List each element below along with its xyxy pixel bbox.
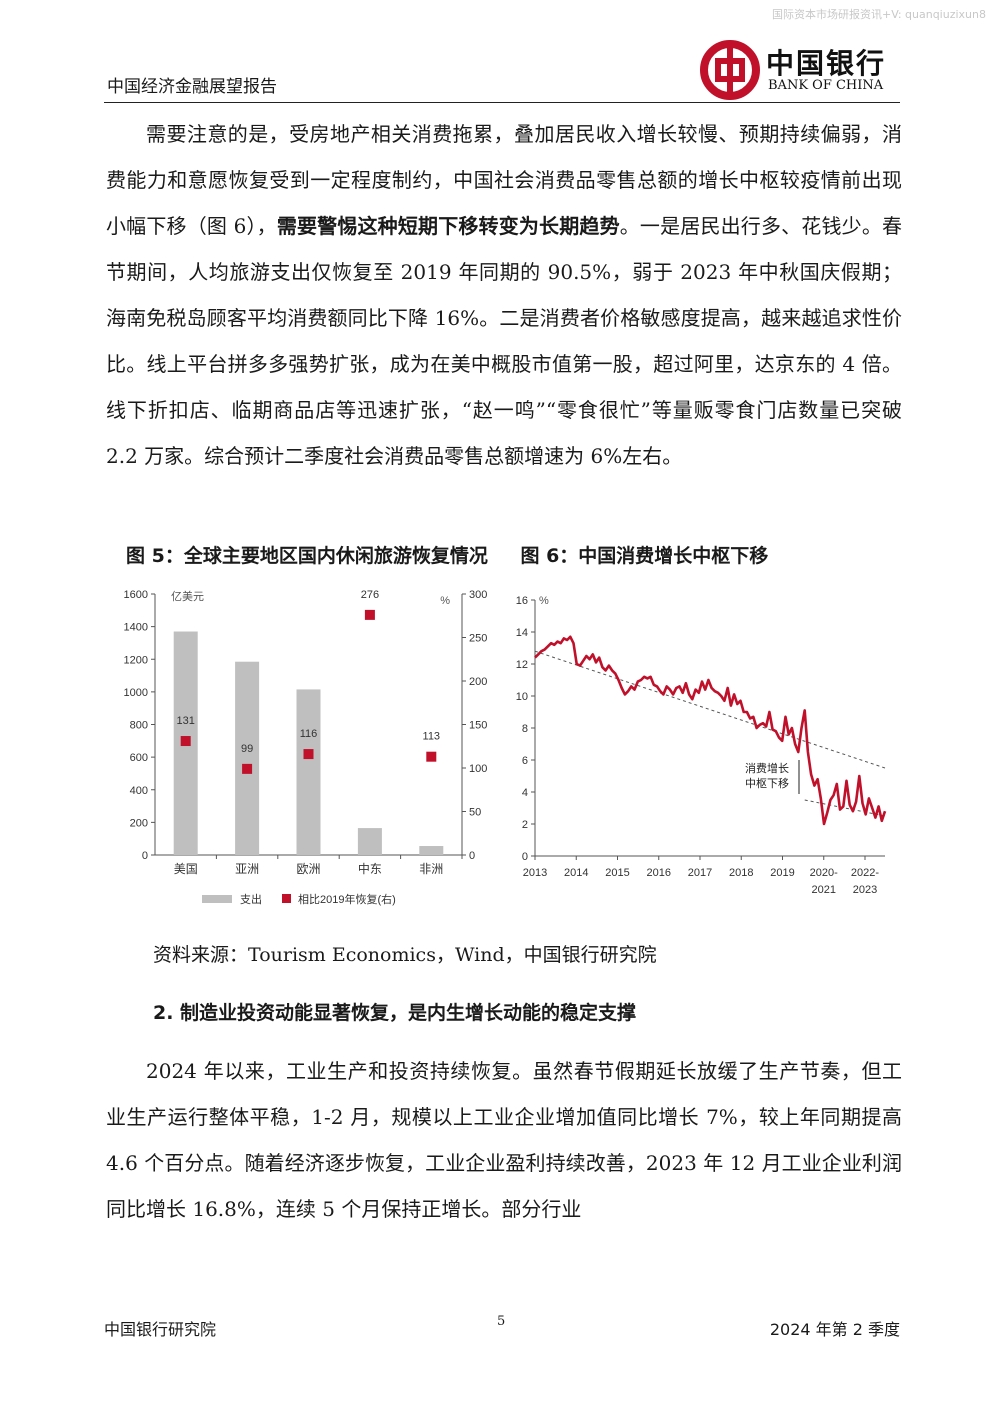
x-tick-label: 2016 <box>647 867 671 879</box>
x-tick-label: 2015 <box>605 867 629 879</box>
recovery-data-label: 131 <box>177 715 195 727</box>
annotation-box <box>735 758 799 796</box>
y-tick-label: 0 <box>522 851 528 863</box>
y-tick-label: 14 <box>516 627 528 639</box>
body-paragraph-2: 2024 年以来，工业生产和投资持续恢复。虽然春节假期延长放缓了生产节奏，但工业… <box>106 1048 902 1232</box>
figure-6-title: 图 6：中国消费增长中枢下移 <box>520 545 769 567</box>
recovery-marker <box>364 609 375 620</box>
y-tick-label: 8 <box>522 723 528 735</box>
footer-period: 2024 年第 2 季度 <box>769 1320 900 1339</box>
legend-swatch-recovery <box>282 894 291 903</box>
right-tick-label: 250 <box>469 633 487 645</box>
left-tick-label: 0 <box>142 850 148 862</box>
category-label: 欧洲 <box>296 862 320 876</box>
right-tick-label: 200 <box>469 676 487 688</box>
bank-emblem-icon <box>700 40 760 100</box>
spending-bar <box>296 689 321 855</box>
figure-titles: 图 5：全球主要地区国内休闲旅游恢复情况 图 6：中国消费增长中枢下移 <box>126 541 794 568</box>
y-tick-label: 4 <box>522 787 528 799</box>
recovery-data-label: 99 <box>241 743 253 755</box>
legend-label-recovery: 相比2019年恢复(右) <box>298 892 396 906</box>
left-tick-label: 1200 <box>124 654 148 666</box>
bank-logo: 中国银行 BANK OF CHINA <box>700 38 900 102</box>
category-label: 亚洲 <box>235 862 259 876</box>
source-note: 资料来源：Tourism Economics，Wind，中国银行研究院 <box>153 944 657 966</box>
recovery-data-label: 116 <box>300 728 318 740</box>
spending-bar <box>235 661 260 855</box>
left-tick-label: 1600 <box>124 589 148 601</box>
header-divider <box>104 102 900 103</box>
right-tick-label: 150 <box>469 720 487 732</box>
legend-label-spending: 支出 <box>240 892 262 906</box>
right-tick-label: 100 <box>469 763 487 775</box>
left-tick-label: 1000 <box>124 687 148 699</box>
y-tick-label: 10 <box>516 691 528 703</box>
x-tick-label: 2019 <box>770 867 794 879</box>
recovery-data-label: 113 <box>423 731 441 743</box>
annotation-label: 中枢下移 <box>745 776 789 790</box>
figure-5-title: 图 5：全球主要地区国内休闲旅游恢复情况 <box>126 545 488 567</box>
watermark: 国际资本市场研报资讯+V: quanqiuzixun8 <box>771 8 986 21</box>
left-tick-label: 1400 <box>124 622 148 634</box>
right-tick-label: 0 <box>469 850 475 862</box>
x-tick-label: 2023 <box>853 884 877 896</box>
left-tick-label: 600 <box>130 752 148 764</box>
y-tick-label: 6 <box>522 755 528 767</box>
retail-sales-growth-line <box>534 635 887 826</box>
recovery-marker <box>180 736 191 747</box>
left-tick-label: 800 <box>130 720 148 732</box>
report-title: 中国经济金融展望报告 <box>107 77 277 97</box>
unit-label: % <box>539 595 549 607</box>
recovery-data-label: 276 <box>361 589 379 601</box>
left-tick-label: 200 <box>130 817 148 829</box>
legend-swatch-spending <box>202 895 232 903</box>
body-paragraph-1: 需要注意的是，受房地产相关消费拖累，叠加居民收入增长较慢、预期持续偏弱，消费能力… <box>106 111 902 479</box>
trend-line <box>534 650 886 769</box>
category-label: 非洲 <box>419 862 443 876</box>
x-tick-label: 2018 <box>729 867 753 879</box>
x-tick-label: 2014 <box>564 867 588 879</box>
left-unit-label: 亿美元 <box>171 590 204 603</box>
recovery-marker <box>242 763 253 774</box>
x-tick-label: 2022- <box>851 867 879 879</box>
recovery-marker <box>426 751 437 762</box>
x-tick-label: 2020- <box>810 867 838 879</box>
trend-line <box>804 799 886 817</box>
footer-institution: 中国银行研究院 <box>104 1320 217 1339</box>
paragraph-text: 。一是居民出行多、花钱少。春节期间，人均旅游支出仅恢复至 2019 年同期的 9… <box>106 214 902 468</box>
right-unit-label: % <box>440 595 450 607</box>
y-tick-label: 12 <box>516 659 528 671</box>
section-heading: 2. 制造业投资动能显著恢复，是内生增长动能的稳定支撑 <box>153 1002 637 1024</box>
x-tick-label: 2021 <box>812 884 836 896</box>
page-number: 5 <box>497 1314 506 1329</box>
right-tick-label: 50 <box>469 807 481 819</box>
left-tick-label: 400 <box>130 785 148 797</box>
right-tick-label: 300 <box>469 589 487 601</box>
x-tick-label: 2017 <box>688 867 712 879</box>
logo-english-name: BANK OF CHINA <box>768 78 884 93</box>
paragraph-text: 需要注意的是，受房地产相关消费拖累，叠加居民收入增长较慢、预期持续偏弱，消费能力… <box>106 122 902 238</box>
category-label: 中东 <box>358 861 382 876</box>
spending-bar <box>419 846 444 855</box>
y-tick-label: 16 <box>516 595 528 607</box>
chart-consumption-growth: 0 2 4 6 8 10 12 14 16 % 2013 2014 2015 2016 2017 2018 20… <box>516 595 887 896</box>
chart-tourism-recovery: 0 200 400 600 800 1000 1200 1400 1600 0 50 100 150 20… <box>124 589 488 906</box>
recovery-marker <box>303 749 314 760</box>
logo-chinese-name: 中国银行 <box>766 47 887 80</box>
annotation-label: 消费增长 <box>745 761 789 775</box>
category-label: 美国 <box>174 862 198 876</box>
paragraph-text: 2024 年以来，工业生产和投资持续恢复。虽然春节假期延长放缓了生产节奏，但工业… <box>106 1059 902 1221</box>
paragraph-emphasis: 需要警惕这种短期下移转变为长期趋势 <box>276 214 620 238</box>
y-tick-label: 2 <box>522 819 528 831</box>
spending-bar <box>357 828 382 855</box>
x-tick-label: 2013 <box>523 867 547 879</box>
